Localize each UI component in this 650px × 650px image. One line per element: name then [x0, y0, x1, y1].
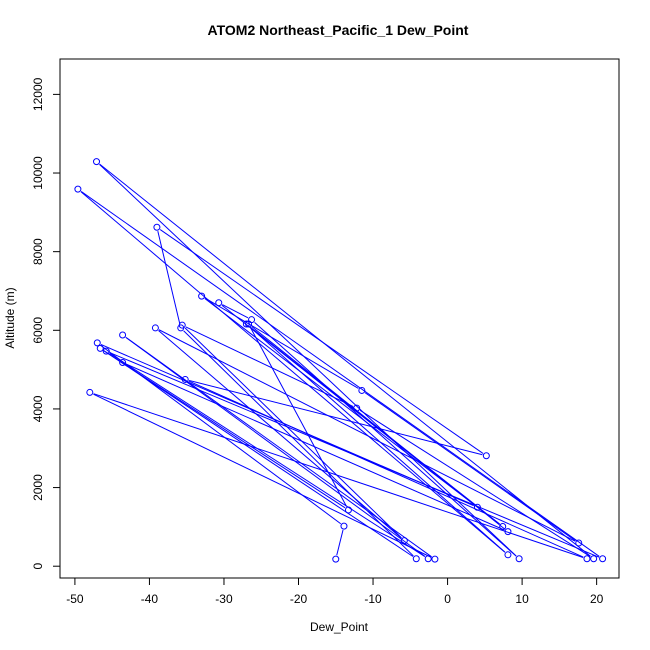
- data-point: [242, 320, 250, 328]
- data-point: [583, 555, 591, 563]
- series-segment: [99, 163, 517, 557]
- series-segment: [157, 231, 181, 325]
- data-point: [431, 555, 439, 563]
- series-segment: [109, 352, 426, 557]
- series-segment: [99, 163, 591, 557]
- data-point: [153, 223, 161, 231]
- data-point: [358, 386, 366, 394]
- series-segment: [188, 380, 584, 558]
- data-point: [181, 375, 189, 383]
- data-point: [400, 537, 408, 545]
- data-point: [504, 528, 512, 536]
- data-point: [344, 506, 352, 514]
- data-point: [119, 359, 127, 367]
- x-tick-label: -40: [141, 592, 159, 606]
- series-segment: [125, 336, 432, 558]
- data-point: [599, 555, 607, 563]
- data-point: [151, 324, 159, 332]
- data-point: [473, 503, 481, 511]
- series-segment: [158, 330, 402, 539]
- series-segment: [103, 350, 414, 557]
- x-tick-label: -10: [364, 592, 382, 606]
- data-point: [74, 185, 82, 193]
- y-tick-label: 6000: [31, 317, 45, 344]
- y-tick-label: 8000: [31, 238, 45, 265]
- data-point: [353, 404, 361, 412]
- data-point: [482, 452, 490, 460]
- data-point: [93, 339, 101, 347]
- series-segment: [159, 229, 484, 454]
- series-segment: [249, 326, 506, 553]
- data-point: [86, 388, 94, 396]
- series-segment: [204, 297, 359, 389]
- series-segment: [184, 327, 402, 539]
- x-axis-label: Dew_Point: [310, 620, 369, 634]
- y-tick-label: 4000: [31, 395, 45, 422]
- series-segment: [93, 393, 584, 558]
- data-point: [590, 555, 598, 563]
- series-segment: [204, 298, 500, 525]
- data-point: [499, 522, 507, 530]
- x-tick-label: 20: [590, 592, 604, 606]
- series-segment: [222, 304, 249, 319]
- series-segment: [250, 327, 347, 507]
- x-tick-label: -30: [215, 592, 233, 606]
- data-point: [245, 320, 253, 328]
- data-point: [412, 555, 420, 563]
- data-point: [102, 347, 110, 355]
- series-segment: [80, 191, 600, 557]
- data-point: [96, 344, 104, 352]
- x-axis: -50 -40 -30 -20 -10 0 10 20: [66, 577, 604, 606]
- y-tick-label: 0: [31, 563, 45, 570]
- data-point: [93, 158, 101, 166]
- y-tick-label: 12000: [31, 77, 45, 111]
- data-point: [515, 555, 523, 563]
- data-point: [340, 522, 348, 530]
- x-tick-label: -20: [290, 592, 308, 606]
- data-point: [198, 292, 206, 300]
- data-point: [215, 299, 223, 307]
- data-point: [119, 331, 127, 339]
- y-axis-label: Altitude (m): [3, 287, 17, 348]
- series-segment: [126, 363, 505, 531]
- data-point: [504, 551, 512, 559]
- data-point: [177, 324, 185, 332]
- series-segment: [359, 409, 591, 558]
- data-point: [424, 555, 432, 563]
- series-segment: [254, 321, 517, 557]
- y-axis: 0 2000 4000 6000 8000 10000 12000: [31, 77, 61, 570]
- series-layer: [74, 158, 607, 563]
- y-tick-label: 2000: [31, 474, 45, 501]
- x-tick-label: -50: [66, 592, 84, 606]
- x-tick-label: 10: [515, 592, 529, 606]
- series-segment: [336, 529, 344, 556]
- series-segment: [93, 393, 432, 558]
- chart-title: ATOM2 Northeast_Pacific_1 Dew_Point: [208, 22, 469, 38]
- x-tick-label: 0: [444, 592, 451, 606]
- series-segment: [364, 392, 576, 542]
- series-segment: [80, 191, 506, 553]
- series-segment: [183, 330, 414, 557]
- series-segment: [188, 379, 483, 456]
- series-segment: [125, 336, 426, 557]
- series-segment: [103, 350, 346, 509]
- data-point: [332, 555, 340, 563]
- y-tick-label: 10000: [31, 156, 45, 190]
- data-point: [575, 539, 583, 547]
- series-segment: [251, 326, 506, 530]
